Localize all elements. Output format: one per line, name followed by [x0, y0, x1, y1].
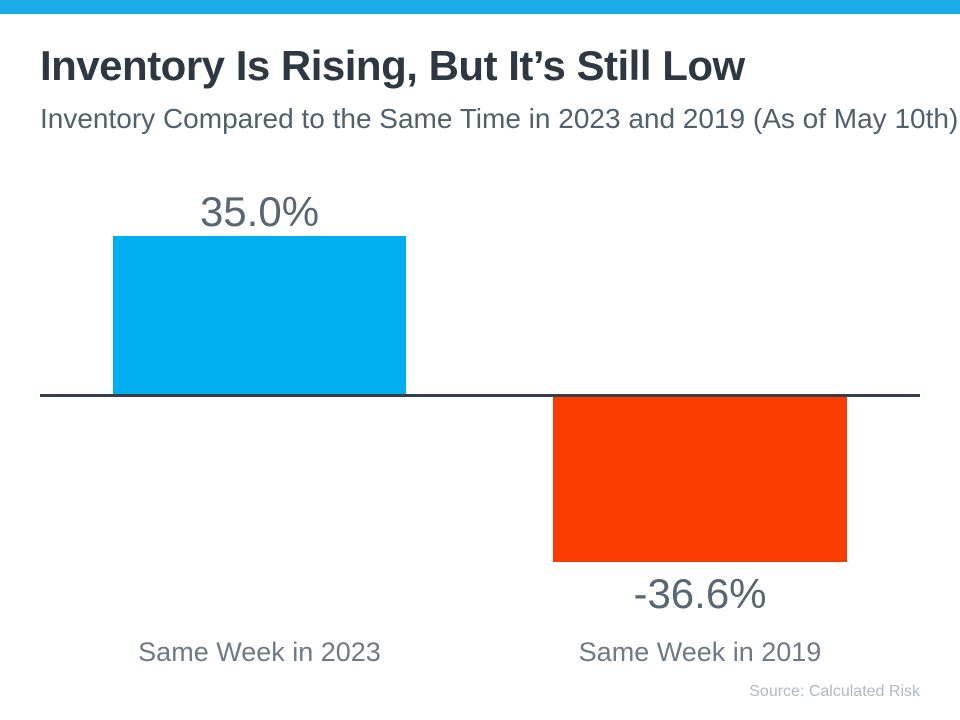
top-accent-bar — [0, 0, 960, 14]
chart-subtitle: Inventory Compared to the Same Time in 2… — [40, 103, 959, 134]
zero-axis-line — [40, 394, 920, 397]
bar-same-week-2023 — [113, 236, 406, 394]
bar-same-week-2019 — [553, 397, 847, 562]
source-credit: Source: Calculated Risk — [749, 683, 920, 700]
category-label-2023: Same Week in 2023 — [138, 637, 381, 667]
category-label-2019: Same Week in 2019 — [578, 637, 822, 667]
chart-title: Inventory Is Rising, But It’s Still Low — [40, 42, 745, 89]
bar-value-label-2023: 35.0% — [199, 188, 320, 235]
bar-value-label-2019: -36.6% — [633, 570, 767, 617]
